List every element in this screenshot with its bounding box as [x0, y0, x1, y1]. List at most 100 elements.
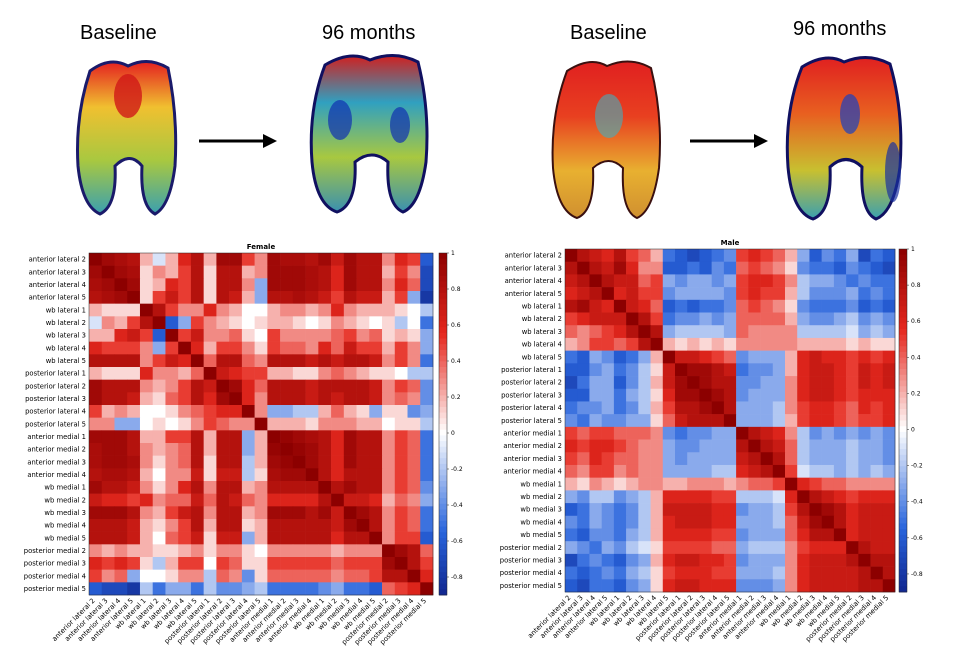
heatmap-cell	[127, 455, 141, 469]
heatmap-cell	[809, 426, 822, 440]
heatmap-cell	[114, 265, 128, 279]
heatmap-cell	[394, 265, 408, 279]
female-baseline-label: Baseline	[80, 22, 157, 44]
heatmap-cell	[589, 325, 602, 339]
heatmap-cell	[216, 519, 230, 532]
heatmap-cell	[613, 452, 627, 466]
heatmap-cell	[833, 541, 847, 555]
heatmap-cell	[772, 388, 786, 402]
heatmap-cell	[203, 253, 217, 266]
heatmap-cell	[356, 265, 370, 279]
heatmap-cell	[785, 299, 798, 313]
heatmap-cell	[254, 582, 268, 596]
heatmap-cell	[772, 249, 786, 263]
colorbar-segment	[439, 298, 447, 305]
colorbar-segment	[439, 281, 447, 288]
heatmap-cell	[331, 405, 345, 418]
heatmap-cell	[280, 329, 294, 342]
heatmap-cell	[846, 325, 859, 339]
heatmap-cell	[394, 506, 408, 520]
heatmap-cell	[662, 553, 676, 567]
y-tick-label: anterior lateral 2	[29, 256, 86, 264]
heatmap-cell	[343, 493, 357, 507]
heatmap-cell	[662, 515, 676, 529]
heatmap-cell	[589, 337, 602, 351]
heatmap-cell	[650, 541, 664, 555]
heatmap-cell	[369, 379, 383, 393]
heatmap-cell	[394, 291, 408, 304]
colorbar-segment	[439, 258, 447, 265]
heatmap-cell	[343, 531, 357, 545]
heatmap-cell	[280, 506, 294, 520]
heatmap-cell	[127, 417, 141, 431]
y-tick-label: wb lateral 3	[522, 328, 562, 336]
heatmap-cell	[382, 569, 396, 583]
heatmap-cell	[846, 414, 859, 428]
heatmap-cell	[382, 455, 396, 469]
heatmap-cell	[420, 329, 434, 342]
heatmap-cell	[613, 376, 627, 390]
heatmap-cell	[833, 414, 847, 428]
heatmap-cell	[165, 291, 179, 304]
heatmap-cell	[723, 350, 737, 364]
heatmap-cell	[858, 274, 871, 288]
heatmap-cell	[809, 503, 822, 517]
heatmap-cell	[723, 274, 737, 288]
heatmap-cell	[305, 354, 319, 368]
heatmap-cell	[613, 350, 627, 364]
colorbar-segment	[899, 266, 907, 273]
heatmap-cell	[882, 439, 896, 453]
heatmap-cell	[601, 337, 615, 351]
heatmap-cell	[216, 265, 230, 279]
heatmap-cell	[772, 490, 786, 504]
heatmap-cell	[626, 312, 639, 326]
heatmap-cell	[699, 337, 712, 351]
heatmap-cell	[369, 329, 383, 342]
heatmap-cell	[101, 278, 115, 292]
heatmap-cell	[203, 265, 217, 279]
heatmap-cell	[292, 392, 306, 406]
heatmap-cell	[190, 354, 204, 368]
heatmap-cell	[101, 291, 115, 304]
heatmap-cell	[736, 464, 749, 478]
colorbar-segment	[439, 446, 447, 453]
heatmap-cell	[89, 557, 103, 570]
heatmap-cell	[565, 490, 578, 504]
heatmap-cell	[565, 477, 578, 491]
heatmap-cell	[650, 337, 664, 351]
heatmap-cell	[785, 528, 798, 542]
heatmap-cell	[203, 443, 217, 456]
heatmap-cell	[699, 528, 712, 542]
colorbar-segment	[439, 509, 447, 516]
heatmap-cell	[254, 519, 268, 532]
heatmap-cell	[882, 464, 896, 478]
heatmap-cell	[833, 249, 847, 263]
colorbar-segment	[439, 355, 447, 362]
heatmap-cell	[687, 490, 700, 504]
heatmap-cell	[797, 299, 810, 313]
heatmap-cell	[589, 490, 602, 504]
colorbar-segment	[899, 586, 907, 593]
colorbar-segment	[899, 557, 907, 564]
heatmap-cell	[139, 316, 154, 330]
heatmap-cell	[723, 553, 737, 567]
heatmap-cell	[229, 291, 243, 304]
heatmap-cell	[343, 253, 357, 266]
heatmap-cell	[589, 515, 602, 529]
heatmap-cell	[613, 503, 627, 517]
heatmap-cell	[114, 341, 128, 355]
heatmap-cell	[882, 553, 896, 567]
heatmap-cell	[882, 515, 896, 529]
heatmap-cell	[821, 388, 835, 402]
colorbar-segment	[899, 483, 907, 490]
colorbar-segment	[899, 294, 907, 301]
heatmap-cell	[280, 443, 294, 456]
heatmap-cell	[280, 354, 294, 368]
heatmap-cell	[241, 417, 255, 431]
colorbar-segment	[899, 351, 907, 359]
heatmap-cell	[152, 367, 166, 380]
heatmap-cell	[165, 265, 179, 279]
heatmap-cell	[613, 325, 627, 339]
heatmap-cell	[723, 439, 737, 453]
heatmap-cell	[254, 341, 268, 355]
